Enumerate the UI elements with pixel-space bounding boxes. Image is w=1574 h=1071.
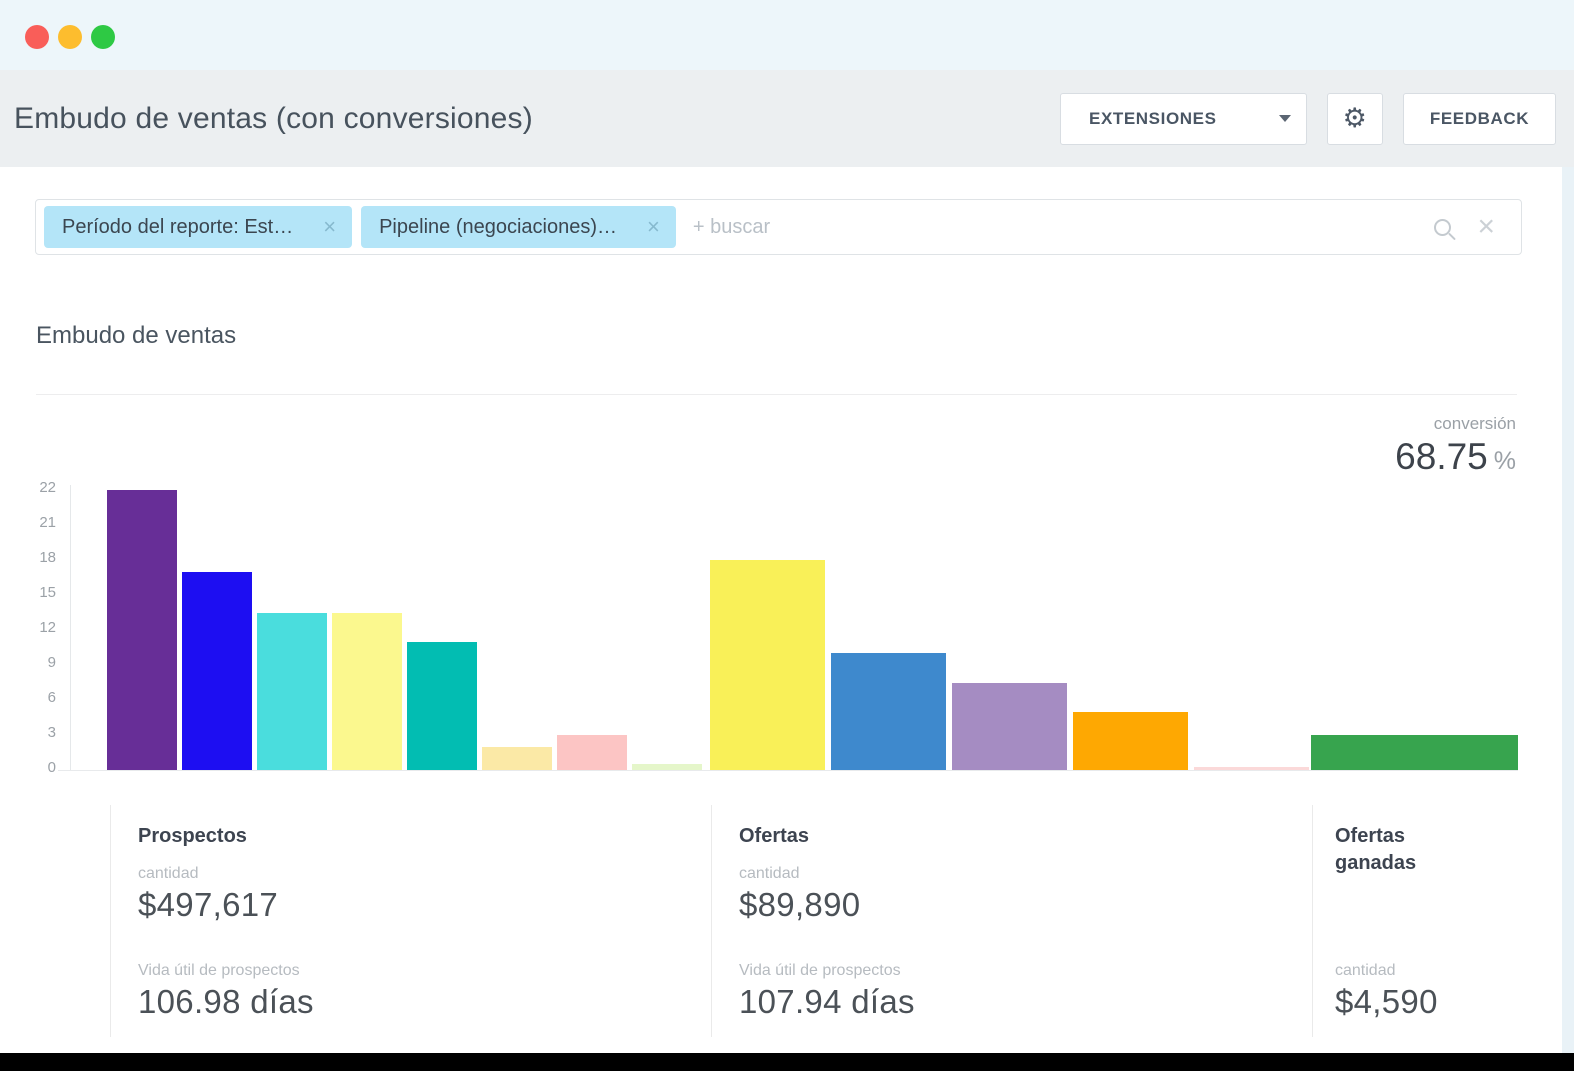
y-axis-tick-label: 6 bbox=[47, 689, 56, 706]
y-axis-tick-label: 12 bbox=[39, 619, 56, 636]
stage-name: Prospectos bbox=[138, 825, 247, 847]
lifetime-label: Vida útil de prospectos bbox=[739, 962, 901, 979]
page-title: Embudo de ventas (con conversiones) bbox=[14, 101, 533, 135]
funnel-bar-prospectos[interactable] bbox=[407, 641, 477, 770]
settings-button[interactable]: ⚙ bbox=[1327, 92, 1383, 145]
y-axis-line bbox=[70, 485, 71, 770]
y-axis-tick-label: 3 bbox=[47, 724, 56, 741]
search-icon[interactable] bbox=[1434, 218, 1452, 236]
conversion-value: 68.75 bbox=[1395, 436, 1488, 477]
page-background-strip bbox=[1562, 167, 1574, 1053]
funnel-bar-prospectos[interactable] bbox=[332, 612, 402, 770]
minimize-window-icon[interactable] bbox=[58, 25, 82, 49]
window-bottom-edge bbox=[0, 1053, 1574, 1071]
maximize-window-icon[interactable] bbox=[91, 25, 115, 49]
lifetime-value: 107.94 días bbox=[739, 983, 915, 1020]
close-window-icon[interactable] bbox=[25, 25, 49, 49]
filter-chip-label: Pipeline (negociaciones)… bbox=[379, 215, 618, 238]
feedback-button[interactable]: FEEDBACK bbox=[1403, 92, 1556, 145]
amount-value: $89,890 bbox=[739, 886, 861, 923]
funnel-bar-prospectos[interactable] bbox=[632, 764, 702, 770]
amount-label: cantidad bbox=[138, 865, 199, 882]
chevron-down-icon[interactable] bbox=[1278, 115, 1291, 122]
amount-label: cantidad bbox=[739, 865, 800, 882]
filter-search-bar[interactable]: Período del reporte: Est… × Pipeline (ne… bbox=[35, 199, 1522, 255]
lifetime-label: Vida útil de prospectos bbox=[138, 962, 300, 979]
amount-value: $4,590 bbox=[1335, 983, 1438, 1020]
window-top-strip bbox=[0, 0, 1574, 70]
funnel-bar-prospectos[interactable] bbox=[482, 746, 552, 770]
y-axis-tick-label: 9 bbox=[47, 654, 56, 671]
amount-label: cantidad bbox=[1335, 962, 1396, 979]
amount-value: $497,617 bbox=[138, 886, 279, 923]
funnel-bar-prospectos[interactable] bbox=[557, 735, 627, 770]
funnel-bar-ofertas[interactable] bbox=[831, 653, 946, 770]
y-axis-tick-label: 18 bbox=[39, 549, 56, 566]
funnel-bar-ofertas-ganadas[interactable] bbox=[1311, 735, 1518, 770]
app-header: Embudo de ventas (con conversiones) EXTE… bbox=[0, 70, 1574, 167]
stage-stats-ofertas-ganadas: Ofertas ganadas cantidad $4,590 bbox=[1312, 805, 1562, 1037]
filter-chip-pipeline[interactable]: Pipeline (negociaciones)… × bbox=[361, 206, 676, 248]
header-actions: EXTENSIONES ⚙ FEEDBACK bbox=[1060, 92, 1556, 145]
clear-search-icon[interactable]: × bbox=[1477, 210, 1495, 243]
extensions-button-label: EXTENSIONES bbox=[1089, 108, 1217, 128]
y-axis-tick-label: 22 bbox=[39, 479, 56, 496]
chart-section-title: Embudo de ventas bbox=[36, 322, 237, 349]
funnel-bar-ofertas[interactable] bbox=[1194, 766, 1309, 770]
y-axis-tick-label: 21 bbox=[39, 514, 56, 531]
funnel-bar-ofertas[interactable] bbox=[710, 560, 825, 770]
report-content: Período del reporte: Est… × Pipeline (ne… bbox=[0, 167, 1574, 1053]
traffic-lights bbox=[25, 25, 115, 49]
y-axis-tick-label: 0 bbox=[47, 759, 56, 776]
add-filter-placeholder[interactable]: + buscar bbox=[692, 215, 771, 238]
remove-filter-icon[interactable]: × bbox=[647, 214, 660, 239]
stage-name: Ofertas ganadas bbox=[1335, 825, 1417, 874]
funnel-bar-prospectos[interactable] bbox=[257, 612, 327, 770]
remove-filter-icon[interactable]: × bbox=[323, 214, 337, 239]
filter-chip-report-period[interactable]: Período del reporte: Est… × bbox=[44, 206, 353, 248]
conversion-summary: conversión 68.75% bbox=[1395, 414, 1516, 478]
funnel-bar-ofertas[interactable] bbox=[1073, 711, 1188, 770]
x-axis-baseline bbox=[58, 770, 1518, 771]
lifetime-value: 106.98 días bbox=[138, 983, 314, 1020]
conversion-label: conversión bbox=[1433, 414, 1516, 433]
y-axis-tick-label: 15 bbox=[39, 584, 56, 601]
funnel-bar-prospectos[interactable] bbox=[107, 490, 177, 770]
stage-name: Ofertas bbox=[739, 825, 810, 847]
funnel-bar-chart: 22 21 18 15 12 9 6 3 0 bbox=[0, 479, 1562, 776]
section-divider bbox=[36, 394, 1517, 395]
feedback-button-label: FEEDBACK bbox=[1429, 108, 1530, 128]
stage-stats-prospectos: Prospectos cantidad $497,617 Vida útil d… bbox=[110, 805, 711, 1037]
stage-stats-ofertas: Ofertas cantidad $89,890 Vida útil de pr… bbox=[711, 805, 1312, 1037]
filter-chip-label: Período del reporte: Est… bbox=[62, 215, 294, 238]
funnel-bar-prospectos[interactable] bbox=[182, 571, 252, 770]
funnel-bar-ofertas[interactable] bbox=[952, 682, 1067, 770]
conversion-unit: % bbox=[1493, 447, 1516, 475]
gear-icon: ⚙ bbox=[1342, 103, 1368, 134]
extensions-button[interactable]: EXTENSIONES bbox=[1060, 92, 1307, 145]
